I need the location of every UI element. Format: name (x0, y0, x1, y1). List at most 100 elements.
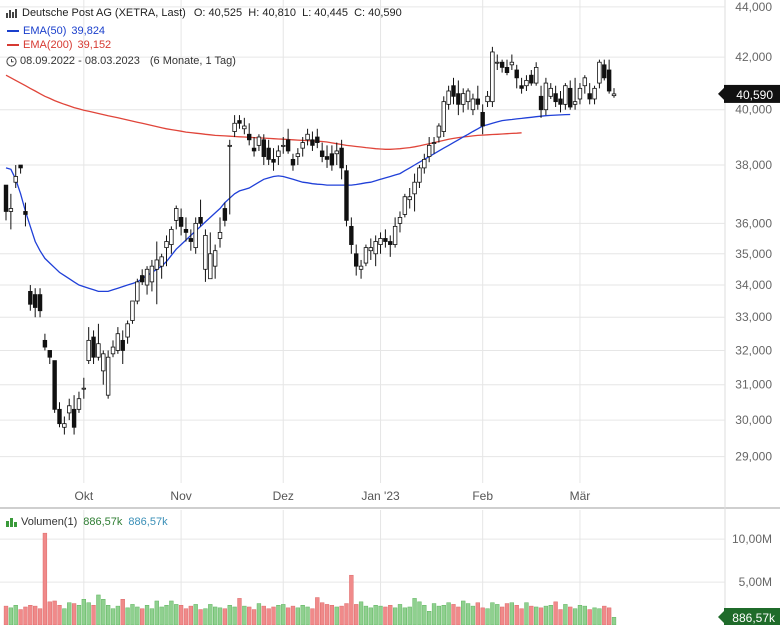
legend-ema50[interactable]: EMA(50) 39,824 (6, 25, 105, 37)
candle-body-down (178, 217, 184, 227)
candle-body-down (553, 93, 558, 103)
volume-series (3, 532, 617, 625)
candle (149, 259, 155, 292)
volume-value: 886,57k (83, 516, 123, 529)
candle-body-up (397, 217, 403, 224)
candle (110, 340, 116, 358)
volume-bar (178, 605, 184, 625)
volume-bar (436, 605, 442, 625)
volume-bar (188, 605, 193, 625)
x-tick-label: Nov (170, 489, 191, 503)
candle (300, 137, 305, 157)
candle-body-up (86, 339, 91, 362)
candle-body-down (28, 291, 33, 305)
chart-title: Deutsche Post AG (XETRA, Last) (22, 7, 186, 20)
candle (587, 83, 592, 105)
volume-icon (6, 517, 18, 528)
volume-bar (227, 605, 232, 625)
candle-body-up (461, 93, 466, 105)
candle-body-down (339, 147, 344, 169)
volume-bar (587, 609, 592, 625)
candle-body-up (281, 144, 286, 147)
candle (290, 153, 296, 171)
volume-legend[interactable]: Volumen(1) 886,57k 886,57k (6, 516, 168, 528)
candle-body-up (227, 144, 232, 147)
candle-body-down (271, 158, 276, 163)
candle-body-up (426, 144, 432, 157)
candle (451, 77, 456, 105)
candle (490, 46, 495, 108)
volume-bar (140, 608, 145, 625)
candle-body-up (232, 122, 237, 132)
ema50-swatch (7, 30, 19, 33)
candle (509, 54, 515, 70)
candle (183, 217, 189, 242)
candle (242, 117, 247, 135)
candle-body-up (465, 90, 471, 103)
volume-bar (115, 605, 121, 625)
last-price-box (724, 84, 780, 103)
candle-body-up (417, 167, 422, 183)
candle (71, 395, 77, 435)
grid-icon[interactable] (6, 8, 18, 19)
ema200-value: 39,152 (77, 39, 112, 52)
candle (135, 278, 140, 305)
candle (378, 232, 383, 254)
candle-body-down (315, 136, 320, 143)
candle (529, 69, 534, 86)
candle-body-up (572, 101, 578, 105)
candle (164, 235, 169, 267)
candle-body-down (456, 93, 461, 105)
candle-body-down (354, 253, 359, 267)
candle-body-down (37, 294, 43, 312)
x-tick-label: Dez (273, 489, 294, 503)
volume-bar (558, 609, 563, 625)
candle-body-up (125, 323, 130, 338)
volume-bar (388, 605, 393, 625)
volume-bar (71, 603, 77, 625)
candle-body-down (42, 339, 48, 348)
candle (91, 330, 96, 365)
candle (397, 211, 403, 233)
volume-bar (339, 605, 344, 625)
volume-bar (217, 607, 223, 625)
candle (120, 330, 125, 365)
candle-body-up (431, 142, 437, 144)
volume-bar (553, 601, 558, 625)
volume-bar (499, 606, 505, 625)
volume-bar (149, 608, 155, 625)
y-tick-label: 30,000 (735, 413, 772, 427)
candle-body-up (407, 196, 412, 201)
volume-bar (417, 601, 422, 625)
candle (266, 139, 271, 166)
x-tick-label: Mär (570, 489, 591, 503)
volume-bar (8, 607, 14, 625)
x-tick-label: Okt (74, 489, 93, 503)
candle-body-up (135, 281, 140, 302)
candle (251, 137, 257, 157)
legend-ema200[interactable]: EMA(200) 39,152 (6, 39, 111, 51)
candle-body-down (480, 112, 485, 127)
volume-bar (577, 605, 583, 625)
candle (315, 128, 320, 149)
candle-body-up (441, 101, 446, 132)
candle (388, 235, 393, 257)
candle (62, 416, 67, 435)
volume-bar (281, 604, 286, 625)
candle-body-down (91, 336, 96, 358)
ema200-label: EMA(200) (23, 39, 73, 52)
volume-bar (490, 602, 495, 625)
candle-body-up (110, 346, 116, 355)
volume-bar (368, 607, 373, 625)
candle (276, 145, 281, 166)
candle (174, 205, 179, 230)
candle (52, 360, 57, 413)
candle (606, 59, 612, 94)
candle (198, 199, 203, 227)
last-price-arrow (718, 87, 724, 100)
candle (392, 217, 398, 248)
y-tick-label: 29,000 (735, 450, 772, 464)
volume-bar (538, 607, 544, 625)
candle (28, 285, 33, 311)
